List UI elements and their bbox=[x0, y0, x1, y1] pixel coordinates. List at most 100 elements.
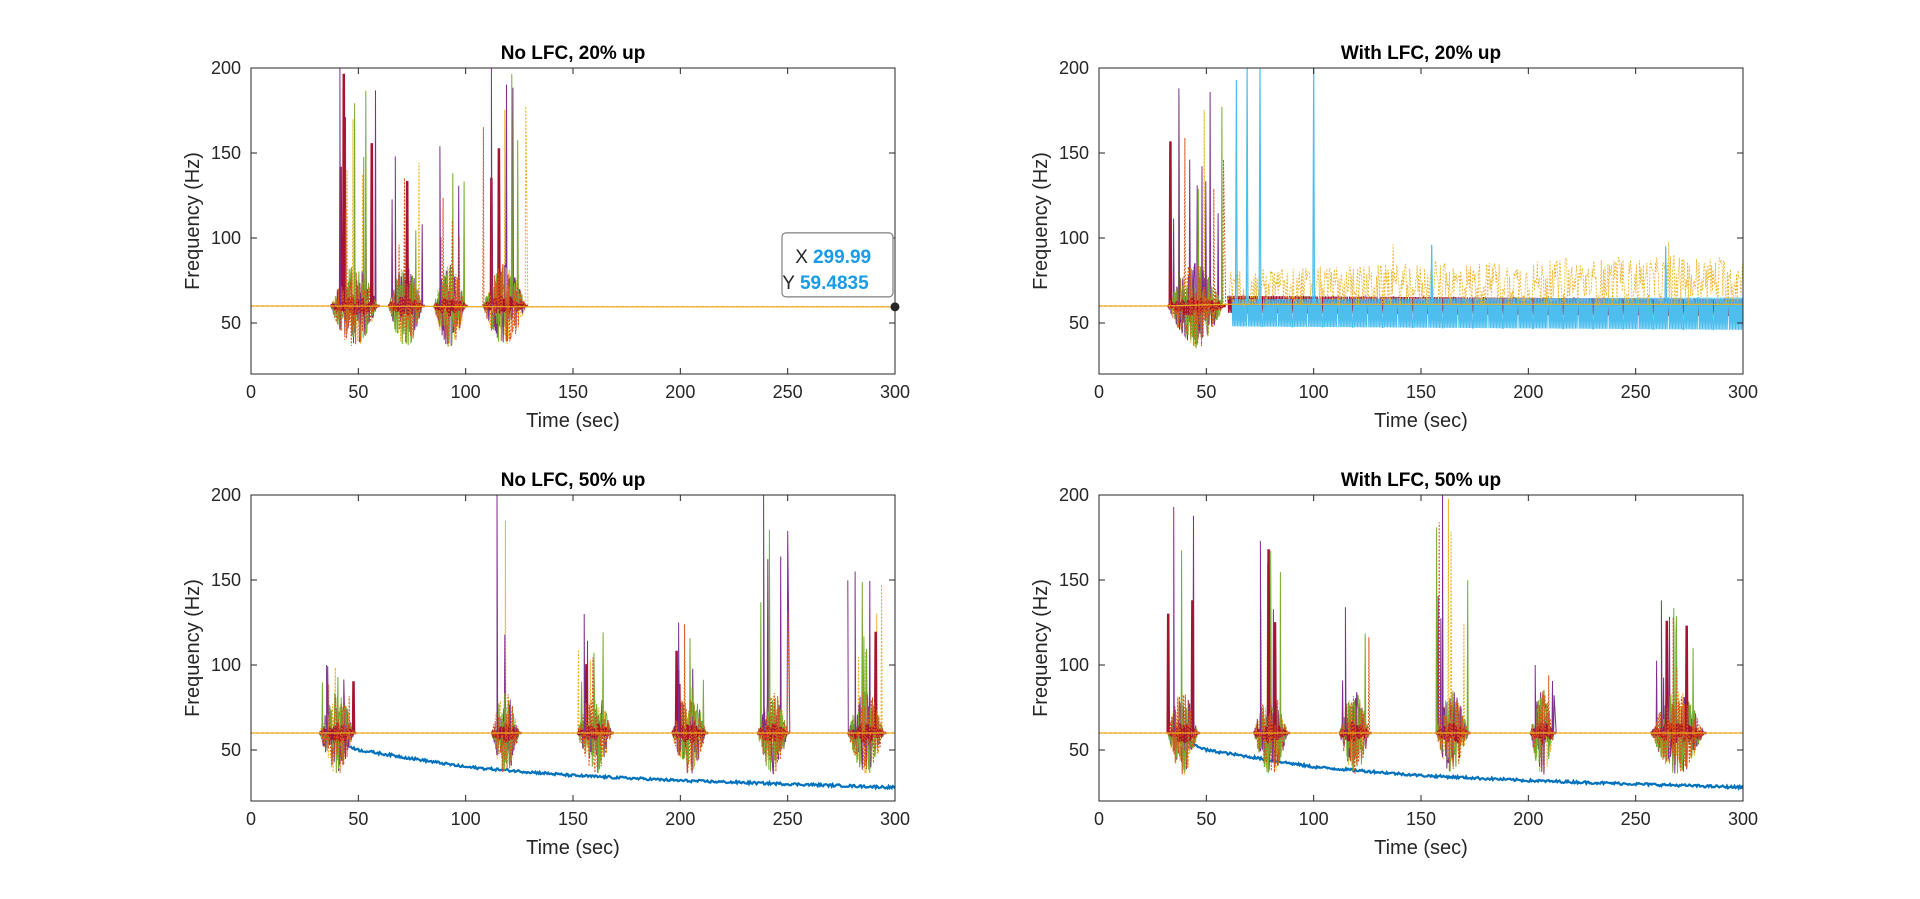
plot-series bbox=[1099, 495, 1743, 791]
x-tick-label: 250 bbox=[1621, 809, 1651, 829]
y-tick-label: 200 bbox=[1059, 58, 1089, 78]
spike-line bbox=[1430, 244, 1434, 315]
burst-peak-line bbox=[394, 156, 397, 307]
x-tick-label: 50 bbox=[348, 382, 368, 402]
spike-line bbox=[1245, 68, 1249, 315]
x-tick-label: 300 bbox=[1728, 382, 1758, 402]
band-series-line bbox=[1231, 296, 1743, 331]
burst-series-line bbox=[1530, 675, 1557, 765]
burst-peak-line bbox=[1173, 506, 1175, 734]
y-tick-label: 200 bbox=[1059, 485, 1089, 505]
chart-title: With LFC, 50% up bbox=[1341, 470, 1501, 491]
x-tick-label: 200 bbox=[665, 809, 695, 829]
spike-line bbox=[1664, 246, 1668, 315]
x-tick-label: 250 bbox=[1621, 382, 1651, 402]
decay-series-line bbox=[1167, 732, 1743, 791]
y-axis-label: Frequency (Hz) bbox=[1030, 579, 1052, 717]
burst-series-line bbox=[671, 624, 709, 773]
datatip-box bbox=[781, 232, 894, 298]
chart-title: With LFC, 20% up bbox=[1341, 43, 1501, 64]
x-tick-label: 100 bbox=[1299, 382, 1329, 402]
y-tick-label: 150 bbox=[211, 570, 241, 590]
x-tick-label: 300 bbox=[880, 382, 910, 402]
burst-peak-line bbox=[1442, 495, 1444, 734]
x-tick-label: 0 bbox=[1094, 809, 1104, 829]
y-axis-label: Frequency (Hz) bbox=[1030, 152, 1052, 290]
x-tick-label: 250 bbox=[773, 382, 803, 402]
y-tick-label: 150 bbox=[211, 143, 241, 163]
burst-series-line bbox=[577, 657, 614, 773]
datatip[interactable]: X 299.99 Y 59.4835 bbox=[781, 232, 894, 298]
y-axis-label: Frequency (Hz) bbox=[182, 579, 204, 717]
burst-series-line bbox=[1167, 137, 1227, 347]
burst-peak-line bbox=[1344, 607, 1347, 734]
x-tick-label: 250 bbox=[773, 809, 803, 829]
y-axis-label: Frequency (Hz) bbox=[182, 152, 204, 290]
burst-peak-line bbox=[439, 146, 442, 307]
x-axis-label: Time (sec) bbox=[526, 837, 620, 859]
steady-state-line bbox=[1099, 303, 1743, 307]
burst-peak-line bbox=[496, 495, 499, 734]
y-tick-label: 100 bbox=[211, 655, 241, 675]
plot-series bbox=[1099, 68, 1743, 349]
x-tick-label: 100 bbox=[451, 809, 481, 829]
spike-line bbox=[1234, 79, 1238, 315]
plot-series bbox=[251, 495, 895, 791]
y-tick-label: 150 bbox=[1059, 143, 1089, 163]
burst-series-line bbox=[490, 694, 522, 772]
datatip-y-label: Y bbox=[782, 273, 795, 294]
burst-peak-line bbox=[1178, 88, 1180, 307]
y-tick-label: 50 bbox=[221, 740, 241, 760]
burst-series-line bbox=[576, 632, 614, 773]
band-series-line bbox=[1227, 241, 1743, 307]
spike-line bbox=[1258, 68, 1262, 315]
burst-series-line bbox=[1339, 637, 1372, 775]
x-tick-label: 0 bbox=[246, 809, 256, 829]
burst-series-line bbox=[319, 695, 357, 773]
burst-series-line bbox=[387, 177, 425, 343]
burst-peak-line bbox=[854, 571, 857, 734]
x-tick-label: 200 bbox=[1513, 382, 1543, 402]
burst-series-line bbox=[433, 197, 468, 344]
burst-peak-line bbox=[763, 495, 765, 734]
datatip-y-value: 59.4835 bbox=[800, 273, 869, 294]
burst-peak-line bbox=[1259, 540, 1262, 734]
x-tick-label: 150 bbox=[1406, 382, 1436, 402]
burst-peak-line bbox=[326, 664, 328, 734]
x-tick-label: 200 bbox=[665, 382, 695, 402]
x-axis-label: Time (sec) bbox=[526, 410, 620, 432]
x-tick-label: 300 bbox=[1728, 809, 1758, 829]
burst-peak-line bbox=[583, 613, 586, 734]
x-axis-label: Time (sec) bbox=[1374, 837, 1468, 859]
burst-series-line bbox=[1167, 694, 1200, 775]
burst-peak-line bbox=[490, 68, 493, 307]
x-tick-label: 150 bbox=[558, 809, 588, 829]
y-tick-label: 150 bbox=[1059, 570, 1089, 590]
x-tick-label: 150 bbox=[558, 382, 588, 402]
spike-line bbox=[1312, 68, 1316, 315]
burst-series-line bbox=[1435, 522, 1471, 771]
burst-series-line bbox=[847, 692, 887, 770]
x-tick-label: 100 bbox=[1299, 809, 1329, 829]
chart-title: No LFC, 50% up bbox=[501, 470, 646, 491]
chart-panel-1: 0 50 100 150 200 250 300 50 100 150 200 No LFC, 20%… bbox=[182, 43, 910, 432]
burst-series-line bbox=[330, 209, 380, 346]
decay-series-line bbox=[318, 732, 895, 791]
y-tick-label: 100 bbox=[1059, 228, 1089, 248]
y-tick-label: 200 bbox=[211, 58, 241, 78]
chart-panel-4: 0 50 100 150 200 250 300 50 100 150 200 With LFC, 5… bbox=[1030, 470, 1758, 859]
y-tick-label: 50 bbox=[1069, 313, 1089, 333]
x-tick-label: 50 bbox=[348, 809, 368, 829]
burst-series-line bbox=[757, 611, 791, 772]
datatip-x-label: X bbox=[795, 247, 808, 268]
chart-title: No LFC, 20% up bbox=[501, 43, 646, 64]
steady-state-line bbox=[251, 305, 895, 308]
burst-peak-line bbox=[1660, 600, 1663, 734]
x-tick-label: 100 bbox=[451, 382, 481, 402]
burst-series-line bbox=[1650, 617, 1707, 772]
datatip-marker[interactable] bbox=[890, 302, 900, 312]
burst-series-line bbox=[482, 127, 528, 342]
x-tick-label: 300 bbox=[880, 809, 910, 829]
burst-peak-line bbox=[1534, 664, 1537, 734]
